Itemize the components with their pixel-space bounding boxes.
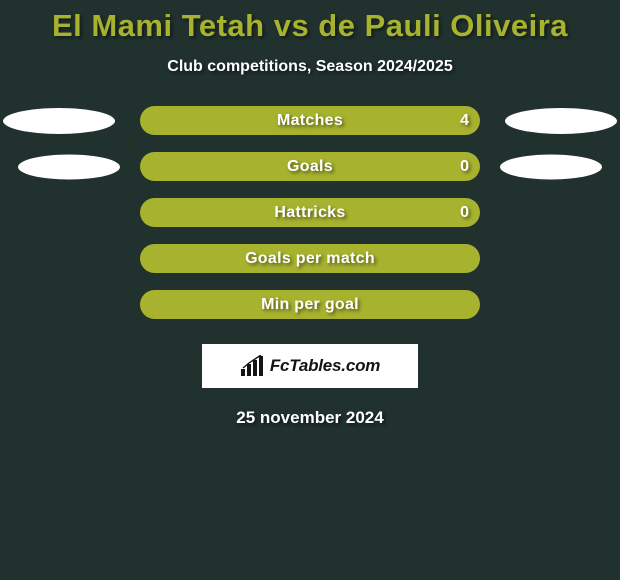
stat-label: Goals	[287, 158, 333, 176]
stat-bar: Hattricks 0	[140, 198, 480, 227]
barchart-icon	[240, 355, 266, 377]
stat-label: Min per goal	[261, 296, 359, 314]
stat-row: Hattricks 0	[0, 198, 620, 227]
player-left-ellipse	[18, 154, 120, 179]
stat-value: 4	[460, 112, 469, 130]
page-title: El Mami Tetah vs de Pauli Oliveira	[0, 8, 620, 44]
stat-row: Matches 4	[0, 106, 620, 135]
player-right-ellipse	[505, 108, 617, 134]
stat-bar: Min per goal	[140, 290, 480, 319]
stat-rows: Matches 4 Goals 0 Hattricks 0 Goals per match M…	[0, 106, 620, 319]
stat-value: 0	[460, 204, 469, 222]
stat-row: Goals per match	[0, 244, 620, 273]
date-stamp: 25 november 2024	[0, 408, 620, 428]
player-left-ellipse	[3, 108, 115, 134]
stat-label: Hattricks	[274, 204, 345, 222]
brand-text: FcTables.com	[270, 356, 380, 376]
subtitle: Club competitions, Season 2024/2025	[0, 58, 620, 76]
stat-row: Goals 0	[0, 152, 620, 181]
stat-row: Min per goal	[0, 290, 620, 319]
player-right-ellipse	[500, 154, 602, 179]
stat-bar: Goals per match	[140, 244, 480, 273]
stat-label: Matches	[277, 112, 343, 130]
stat-value: 0	[460, 158, 469, 176]
comparison-card: El Mami Tetah vs de Pauli Oliveira Club …	[0, 0, 620, 580]
stat-bar: Goals 0	[140, 152, 480, 181]
stat-bar: Matches 4	[140, 106, 480, 135]
stat-label: Goals per match	[245, 250, 375, 268]
brand-badge[interactable]: FcTables.com	[202, 344, 418, 388]
